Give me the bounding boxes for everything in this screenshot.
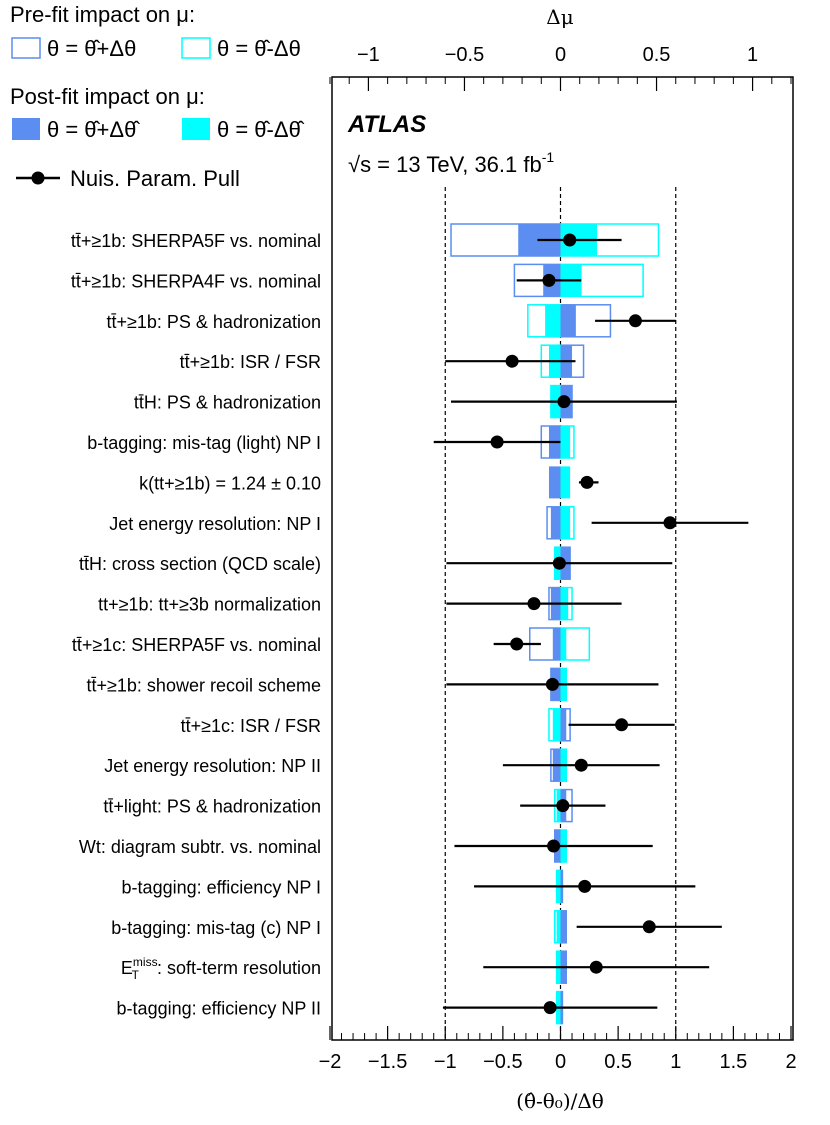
parameter-label: Emiss T: soft-term resolution: [121, 955, 321, 982]
legend-postfit-down-label: θ = θ̂-Δθ̂: [217, 117, 305, 142]
parameter-label: Jet energy resolution: NP I: [109, 514, 321, 534]
pull-marker: [552, 556, 566, 570]
pull-marker: [545, 677, 559, 691]
legend-prefit-down-label: θ = θ̂-Δθ: [217, 36, 301, 61]
bottom-tick-label: 0.5: [604, 1051, 632, 1073]
atlas-label: ATLAS: [347, 111, 426, 138]
postfit-down-box: [545, 304, 561, 337]
legend-pull-label: Nuis. Param. Pull: [70, 166, 240, 191]
parameter-label: tt̄+≥1b: ISR / FSR: [180, 352, 321, 372]
pull-marker: [542, 273, 556, 287]
legend-prefit-up-swatch: [11, 37, 41, 59]
pull-marker: [615, 718, 629, 732]
pull-marker: [556, 799, 570, 813]
pull-marker: [510, 637, 524, 651]
bottom-tick-label: 1: [670, 1051, 681, 1073]
legend-postfit-up-label: θ = θ̂+Δθ̂: [47, 117, 140, 142]
parameter-label: tt̄H: cross section (QCD scale): [79, 554, 321, 574]
parameter-labels: tt̄+≥1b: SHERPA5F vs. nominal tt̄+≥1b: SH…: [71, 231, 321, 1019]
top-axis-title: Δμ: [546, 5, 573, 29]
pull-marker: [557, 395, 571, 409]
postfit-down-box: [552, 708, 561, 741]
postfit-down-box: [560, 426, 571, 458]
pull-marker: [543, 1001, 557, 1015]
bottom-tick-label: −1.5: [368, 1051, 407, 1073]
parameter-label: Wt: diagram subtr. vs. nominal: [79, 837, 321, 857]
pull-marker: [563, 233, 577, 247]
pull-marker: [578, 879, 592, 893]
parameter-label: tt̄+≥1c: SHERPA5F vs. nominal: [72, 635, 321, 655]
parameter-label: tt̄+≥1b: SHERPA4F vs. nominal: [71, 271, 321, 291]
parameter-label: k(tt+≥1b) = 1.24 ± 0.10: [139, 473, 321, 493]
legend-postfit-title: Post-fit impact on μ:: [10, 84, 205, 109]
postfit-up-box: [560, 910, 567, 943]
legend-postfit-down-swatch: [182, 118, 210, 140]
legend-prefit-title: Pre-fit impact on μ:: [10, 2, 195, 27]
plot-frame: [331, 76, 794, 1041]
axis-ticks: −2 −1.5 −1 −0.5 0 0.5 1 1.5 2 −1 −0.5 0 0.5 1: [319, 44, 797, 1073]
energy-label: √s = 13 TeV, 36.1 fb-1: [348, 149, 554, 177]
postfit-down-box: [556, 910, 561, 943]
parameter-label: tt̄+≥1b: shower recoil scheme: [87, 675, 321, 695]
bottom-tick-label: 0: [555, 1051, 566, 1073]
parameter-label: tt+≥1b: tt+≥3b normalization: [98, 595, 321, 615]
bottom-tick-label: 1.5: [719, 1051, 747, 1073]
pull-marker: [663, 516, 677, 530]
parameter-label: Jet energy resolution: NP II: [104, 756, 321, 776]
postfit-up-box: [552, 628, 561, 660]
legend-prefit-down-swatch: [181, 37, 211, 59]
postfit-up-box: [550, 506, 561, 539]
pull-marker: [628, 314, 642, 328]
legend: Pre-fit impact on μ: θ = θ̂+Δθ θ = θ̂-Δθ…: [10, 2, 305, 191]
parameter-label: tt̄H: PS & hadronization: [134, 393, 321, 413]
bottom-axis-title: (θ̂-θ₀)/Δθ: [516, 1089, 604, 1113]
parameter-label: tt̄+≥1b: PS & hadronization: [106, 312, 321, 332]
parameter-label: tt̄+≥1c: ISR / FSR: [181, 716, 321, 736]
bottom-tick-label: −0.5: [483, 1051, 522, 1073]
bottom-tick-label: 2: [785, 1051, 796, 1073]
bottom-tick-label: −2: [319, 1051, 342, 1073]
postfit-up-box: [548, 466, 561, 499]
bottom-tick-label: −1: [434, 1051, 457, 1073]
postfit-boxes: [518, 224, 597, 1024]
pull-marker: [580, 475, 594, 489]
postfit-down-box: [560, 628, 567, 660]
prefit-boxes: [450, 223, 660, 1025]
top-tick-label: 0: [555, 44, 566, 66]
parameter-label: b-tagging: mis-tag (c) NP I: [111, 918, 321, 938]
pull-marker: [505, 354, 519, 368]
pull-markers: [433, 233, 749, 1015]
parameter-label: b-tagging: mis-tag (light) NP I: [87, 433, 321, 453]
pull-marker: [527, 597, 541, 611]
parameter-label: b-tagging: efficiency NP II: [117, 999, 321, 1019]
legend-pull-marker: [31, 171, 45, 185]
pull-marker: [547, 839, 561, 853]
postfit-up-box: [560, 304, 576, 337]
legend-prefit-up-label: θ = θ̂+Δθ: [47, 36, 136, 61]
parameter-label: b-tagging: efficiency NP I: [122, 877, 321, 897]
postfit-down-box: [560, 506, 571, 539]
pull-marker: [589, 960, 603, 974]
top-tick-label: −0.5: [445, 44, 484, 66]
parameter-label: tt̄+light: PS & hadronization: [103, 797, 321, 817]
legend-postfit-up-swatch: [12, 118, 40, 140]
parameter-label: tt̄+≥1b: SHERPA5F vs. nominal: [71, 231, 321, 251]
top-tick-label: 1: [747, 44, 758, 66]
postfit-down-box: [560, 466, 571, 499]
top-tick-label: −1: [357, 44, 380, 66]
top-tick-label: 0.5: [643, 44, 671, 66]
pull-marker: [642, 920, 656, 934]
postfit-up-box: [560, 708, 567, 741]
pull-marker: [490, 435, 504, 449]
pull-marker: [574, 758, 588, 772]
